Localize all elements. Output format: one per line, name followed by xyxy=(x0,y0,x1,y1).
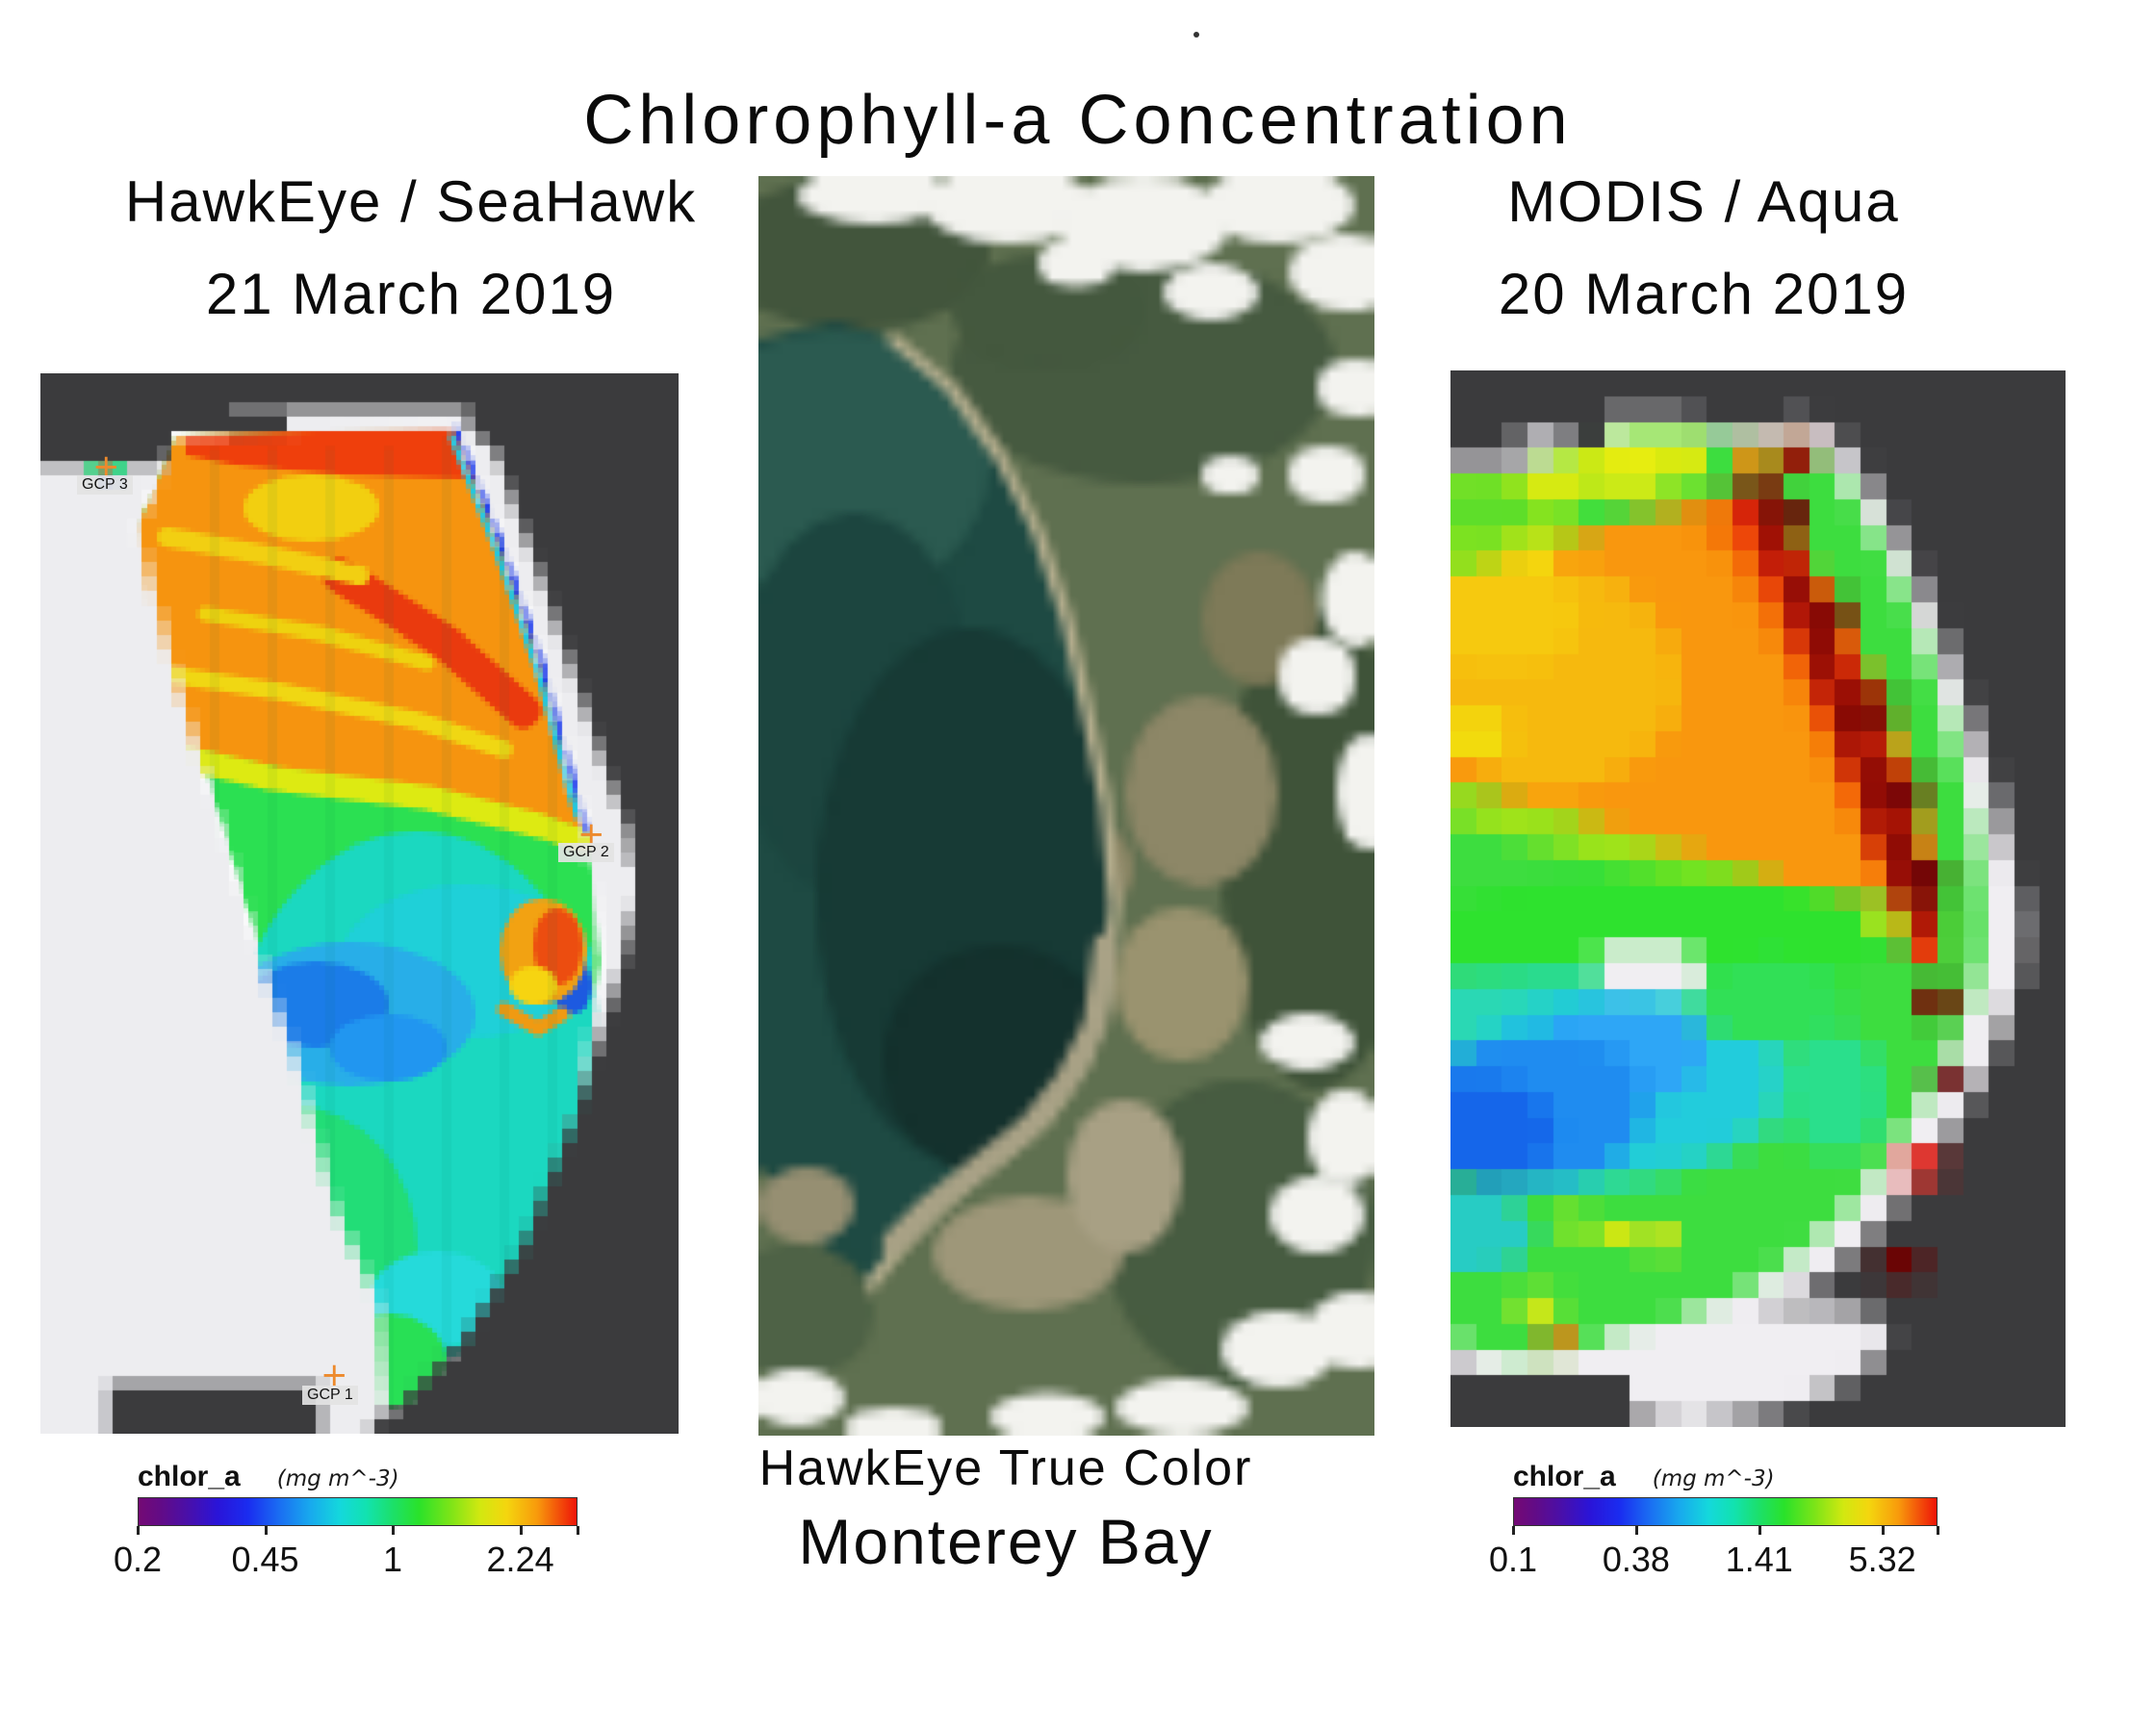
colorbar-tick xyxy=(137,1526,140,1535)
colorbar-variable-label: chlor_a xyxy=(1513,1461,1616,1492)
colorbar-tick-label: 0.1 xyxy=(1488,1540,1538,1579)
colorbar-tick xyxy=(1512,1526,1515,1535)
colorbar-units-label: (mg m^-3) xyxy=(276,1466,399,1491)
gcp-label: GCP 3 xyxy=(77,475,133,495)
gcp-label: GCP 1 xyxy=(302,1386,358,1405)
colorbar-tick xyxy=(519,1526,523,1535)
speck-artifact xyxy=(1194,32,1199,38)
seahawk-sensor-title: HawkEye / SeaHawk xyxy=(124,169,698,234)
colorbar-tick xyxy=(1634,1526,1638,1535)
modis-map-canvas xyxy=(1450,370,2066,1427)
page-title: Chlorophyll-a Concentration xyxy=(583,82,1573,160)
colorbar-gradient-bar xyxy=(138,1497,578,1526)
modis-date: 20 March 2019 xyxy=(1498,262,1910,326)
colorbar-units-label: (mg m^-3) xyxy=(1652,1466,1775,1491)
seahawk-panel-header: HawkEye / SeaHawk 21 March 2019 xyxy=(64,173,757,323)
colorbar-tick-label: 1 xyxy=(383,1540,403,1579)
colorbar-head: chlor_a (mg m^-3) xyxy=(138,1461,578,1493)
middle-caption: HawkEye True Color Monterey Bay xyxy=(698,1439,1314,1578)
colorbar-head: chlor_a (mg m^-3) xyxy=(1513,1461,1938,1493)
colorbar-tick xyxy=(264,1526,268,1535)
colorbar-tick xyxy=(392,1526,396,1535)
colorbar-variable-label: chlor_a xyxy=(138,1461,241,1492)
colorbar-tick xyxy=(1937,1526,1939,1535)
true-color-canvas xyxy=(758,176,1374,1436)
colorbar-tick-label: 2.24 xyxy=(486,1540,554,1579)
colorbar-tick xyxy=(1881,1526,1885,1535)
seahawk-date: 21 March 2019 xyxy=(205,262,617,326)
modis-panel-header: MODIS / Aqua 20 March 2019 xyxy=(1372,173,2036,323)
modis-sensor-title: MODIS / Aqua xyxy=(1507,169,1900,234)
region-name: Monterey Bay xyxy=(798,1506,1214,1577)
true-color-caption: HawkEye True Color xyxy=(758,1440,1253,1496)
colorbar-bar-wrap: 0.2 0.45 1 2.24 xyxy=(114,1497,579,1579)
colorbar-tick xyxy=(577,1526,579,1535)
seahawk-colorbar: chlor_a (mg m^-3) 0.2 0.45 1 2.24 xyxy=(114,1461,579,1579)
colorbar-bar-wrap: 0.1 0.38 1.41 5.32 xyxy=(1489,1497,1939,1579)
colorbar-tick-label: 0.2 xyxy=(113,1540,163,1579)
colorbar-tick-label: 0.45 xyxy=(231,1540,299,1579)
colorbar-tick-label: 1.41 xyxy=(1725,1540,1793,1579)
gcp-label: GCP 2 xyxy=(558,843,614,862)
modis-colorbar: chlor_a (mg m^-3) 0.1 0.38 1.41 5.32 xyxy=(1489,1461,1939,1579)
colorbar-tick xyxy=(1758,1526,1761,1535)
hawkeye-true-color-image xyxy=(758,176,1374,1436)
modis-chlorophyll-map xyxy=(1450,370,2066,1427)
seahawk-map-canvas xyxy=(40,373,679,1434)
seahawk-chlorophyll-map: + GCP 3 + GCP 2 + GCP 1 xyxy=(40,373,679,1434)
colorbar-gradient-bar xyxy=(1513,1497,1938,1526)
colorbar-tick-label: 5.32 xyxy=(1848,1540,1916,1579)
colorbar-tick-label: 0.38 xyxy=(1602,1540,1670,1579)
